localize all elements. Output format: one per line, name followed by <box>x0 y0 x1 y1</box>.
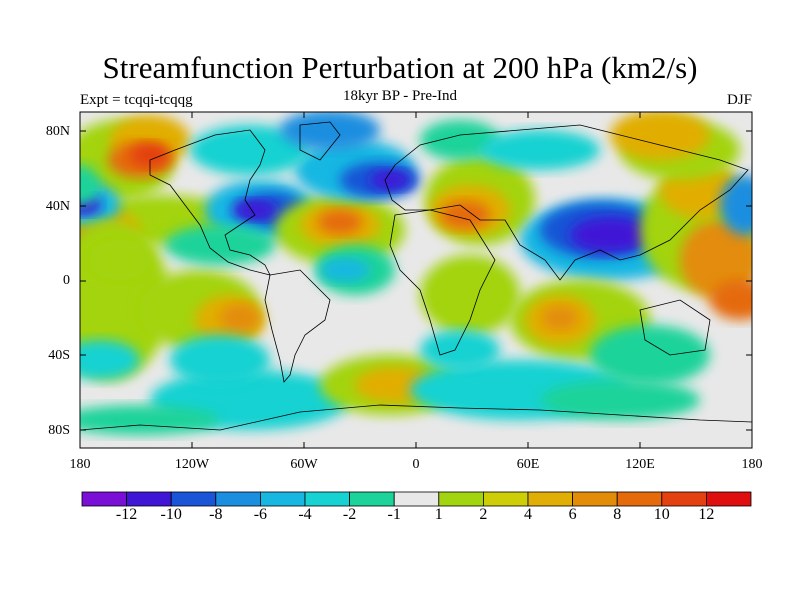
field-region <box>610 112 710 160</box>
colorbar-label: 4 <box>524 506 532 523</box>
colorbar-swatch <box>126 491 172 507</box>
field-region <box>590 325 710 385</box>
field-region <box>680 220 752 300</box>
field-region <box>318 210 362 234</box>
field-region <box>165 225 275 265</box>
coastlines <box>80 121 752 431</box>
field-region <box>710 280 752 320</box>
coastline <box>639 299 711 356</box>
coastline <box>389 209 496 356</box>
colorbar-swatch <box>215 491 261 507</box>
field-region <box>420 330 500 370</box>
colorbar-swatch <box>616 491 663 507</box>
field-region <box>420 255 520 335</box>
coastline <box>80 404 752 431</box>
field-region <box>480 130 600 170</box>
axis-ticks <box>79 112 753 448</box>
streamfunction-field <box>80 112 752 435</box>
lat-tick-label: 80S <box>48 423 70 438</box>
colorbar-label: 6 <box>568 506 577 523</box>
field-region <box>320 258 370 282</box>
lon-tick-label: 180 <box>69 457 91 472</box>
colorbar-label: 8 <box>613 506 622 523</box>
colorbar-label: 12 <box>698 506 715 523</box>
colorbar-swatch <box>438 491 484 507</box>
field-region <box>80 340 140 380</box>
chart-title: Streamfunction Perturbation at 200 hPa (… <box>102 50 698 85</box>
lon-tick-label: 120E <box>625 457 655 472</box>
colorbar-label: -6 <box>253 506 268 523</box>
field-region <box>542 306 578 330</box>
colorbar-swatch <box>349 491 395 507</box>
lon-tick-label: 60E <box>516 457 540 472</box>
lat-tick-label: 0 <box>63 273 70 288</box>
colorbar-swatch <box>706 491 752 507</box>
colorbar-label: 1 <box>434 506 443 523</box>
colorbar-label: -2 <box>342 506 357 523</box>
colorbar-swatch <box>661 491 707 507</box>
colorbar <box>81 491 752 507</box>
colorbar-label: -4 <box>298 506 312 523</box>
colorbar-label: -10 <box>160 506 182 523</box>
colorbar-swatch <box>81 491 127 507</box>
field-region <box>130 143 170 167</box>
field-region <box>90 240 150 280</box>
lon-tick-label: 120W <box>174 457 210 472</box>
field-region <box>720 175 752 235</box>
colorbar-label: -1 <box>387 506 401 523</box>
colorbar-label: -12 <box>115 506 138 523</box>
field-region <box>233 200 277 220</box>
field-region <box>220 304 260 332</box>
lat-tick-label: 40N <box>45 199 70 214</box>
field-region <box>570 217 650 253</box>
colorbar-swatch <box>170 491 217 507</box>
experiment-label: Expt = tcqqi-tcqqg <box>80 92 193 108</box>
field-region <box>370 170 410 190</box>
lat-tick-label: 80N <box>45 124 70 139</box>
field-region <box>190 125 310 175</box>
lat-tick-label: 40S <box>48 348 70 363</box>
lon-tick-label: 60W <box>290 457 318 472</box>
coastline <box>299 121 341 161</box>
colorbar-swatch <box>259 491 306 507</box>
colorbar-label: -8 <box>209 506 223 523</box>
colorbar-swatch <box>572 491 618 507</box>
field-region <box>280 112 380 150</box>
field-region <box>170 335 270 385</box>
colorbar-swatch <box>527 491 573 507</box>
lon-tick-label: 180 <box>741 457 763 472</box>
colorbar-swatch <box>393 491 440 507</box>
coastline <box>384 124 749 281</box>
season-label: DJF <box>726 92 752 108</box>
colorbar-label: 10 <box>653 506 670 523</box>
lon-tick-label: 0 <box>412 457 420 472</box>
coastline <box>264 269 331 383</box>
colorbar-label: 2 <box>479 506 488 523</box>
colorbar-swatch <box>482 491 529 507</box>
field-region <box>80 165 100 205</box>
coastline <box>149 129 271 276</box>
colorbar-swatch <box>304 491 350 507</box>
period-label: 18kyr BP - Pre-Ind <box>342 88 458 104</box>
field-region <box>540 380 700 420</box>
field-region <box>440 201 490 229</box>
